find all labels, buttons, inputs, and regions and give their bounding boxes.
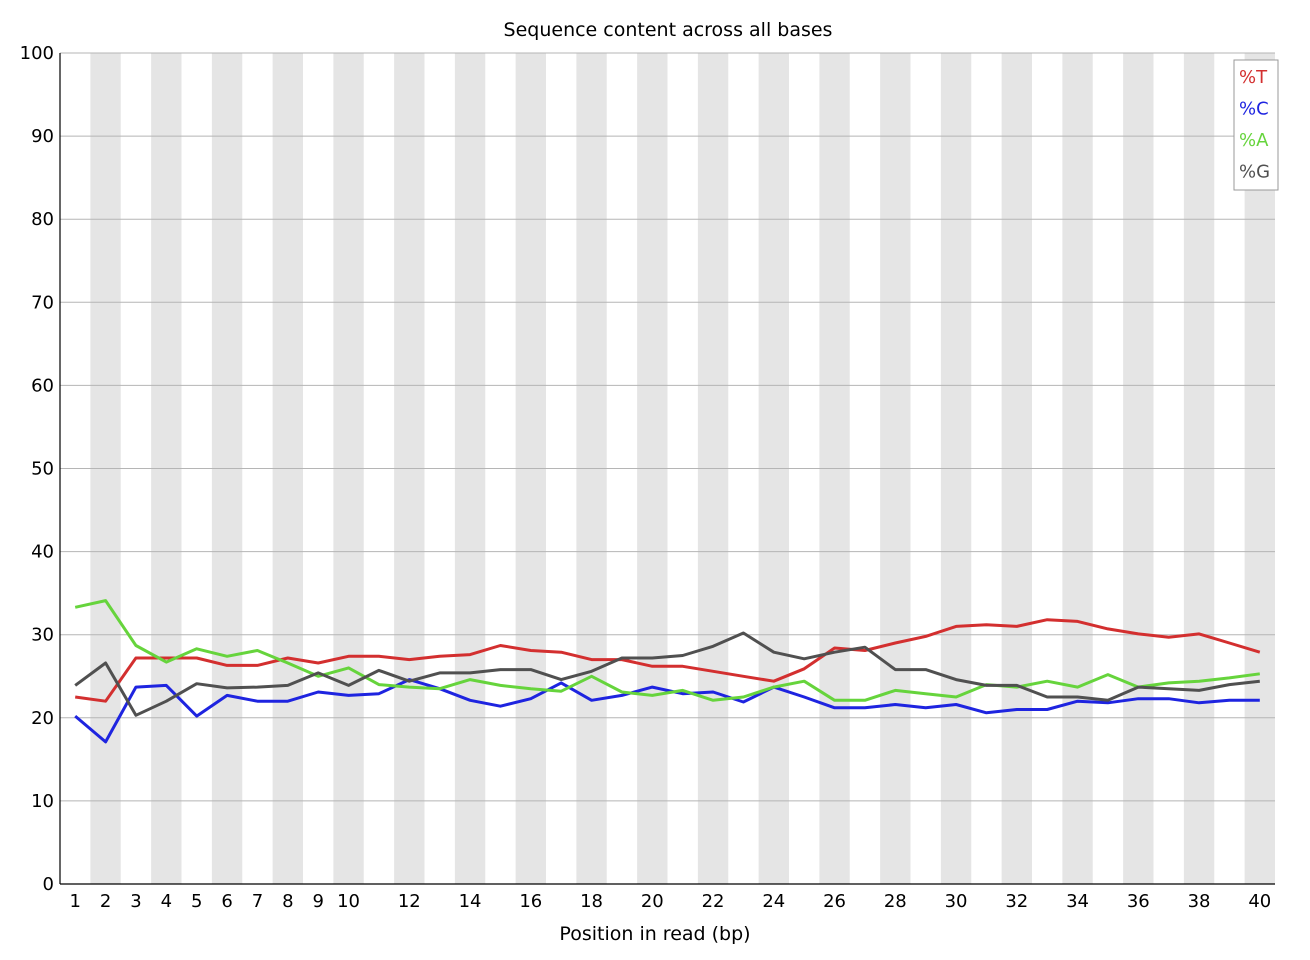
legend-entry-pct-A: %A: [1239, 130, 1269, 151]
x-tick-24: 24: [762, 891, 785, 912]
series-line-pct-T: [74, 618, 1261, 703]
y-tick-60: 60: [31, 375, 54, 396]
x-tick-labels: 1 2 3 4 5 6 7 8 9 10 12 14 16 18 20 22 24 26 28 30 32 34 36 38 4…: [69, 891, 1271, 912]
y-tick-100: 100: [20, 43, 54, 64]
x-tick-16: 16: [519, 891, 542, 912]
x-tick-34: 34: [1066, 891, 1089, 912]
axes: [59, 53, 1275, 885]
x-tick-2: 2: [100, 891, 111, 912]
series-lines: [74, 599, 1261, 744]
y-tick-30: 30: [31, 625, 54, 646]
y-tick-20: 20: [31, 708, 54, 729]
x-tick-9: 9: [312, 891, 323, 912]
x-tick-40: 40: [1248, 891, 1271, 912]
series-line-pct-G: [74, 631, 1260, 717]
y-tick-70: 70: [31, 292, 54, 313]
x-tick-1: 1: [69, 891, 80, 912]
x-tick-28: 28: [884, 891, 907, 912]
y-tick-labels: 0 10 20 30 40 50 60 70 80 90 100: [20, 43, 54, 895]
series-line-pct-C: [74, 678, 1260, 744]
x-tick-30: 30: [945, 891, 968, 912]
x-tick-36: 36: [1127, 891, 1150, 912]
x-tick-5: 5: [191, 891, 202, 912]
legend-entry-pct-T: %T: [1239, 67, 1268, 88]
x-tick-26: 26: [823, 891, 846, 912]
x-tick-10: 10: [337, 891, 360, 912]
x-tick-8: 8: [282, 891, 293, 912]
y-tick-50: 50: [31, 459, 54, 480]
x-tick-12: 12: [398, 891, 421, 912]
y-tick-0: 0: [43, 874, 54, 895]
y-tick-90: 90: [31, 126, 54, 147]
x-tick-32: 32: [1005, 891, 1028, 912]
x-tick-3: 3: [130, 891, 141, 912]
x-tick-38: 38: [1188, 891, 1211, 912]
x-tick-6: 6: [221, 891, 232, 912]
series-line-pct-A: [74, 599, 1261, 702]
x-tick-14: 14: [459, 891, 482, 912]
gridlines: [60, 52, 1275, 802]
y-tick-40: 40: [31, 542, 54, 563]
x-tick-18: 18: [580, 891, 603, 912]
legend-entry-pct-G: %G: [1239, 162, 1270, 183]
y-tick-10: 10: [31, 791, 54, 812]
legend-entry-pct-C: %C: [1239, 99, 1269, 120]
legend: %T %C %A %G: [1233, 59, 1279, 191]
x-tick-22: 22: [702, 891, 725, 912]
x-tick-20: 20: [641, 891, 664, 912]
y-tick-80: 80: [31, 209, 54, 230]
legend-box: [1233, 59, 1279, 191]
x-tick-4: 4: [161, 891, 172, 912]
x-tick-7: 7: [252, 891, 263, 912]
x-axis-label: Position in read (bp): [559, 923, 750, 945]
chart-title: Sequence content across all bases: [504, 19, 833, 41]
